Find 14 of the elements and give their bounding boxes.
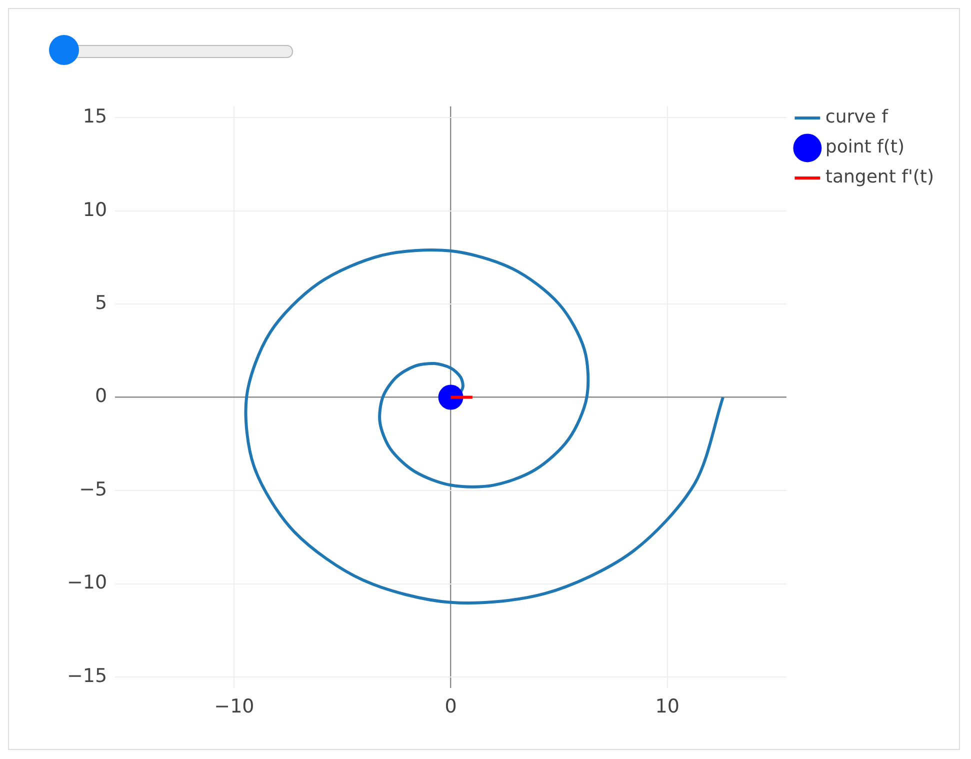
y-tick-label: 5 <box>95 292 108 314</box>
x-tick-label: −10 <box>214 696 254 718</box>
y-tick-label: 0 <box>95 385 108 408</box>
line-series <box>244 248 724 604</box>
y-tick-label: 15 <box>82 106 108 128</box>
x-tick-label: 0 <box>444 696 457 718</box>
y-tick-label: 10 <box>82 198 108 221</box>
legend-label: tangent f'(t) <box>825 166 934 188</box>
y-tick-label: −5 <box>79 478 108 500</box>
legend-label: point f(t) <box>825 136 905 158</box>
x-tick-label: 10 <box>655 696 680 718</box>
legend-label: curve f <box>825 106 889 128</box>
y-tick-label: −15 <box>66 664 108 687</box>
y-tick-label: −10 <box>66 572 108 594</box>
